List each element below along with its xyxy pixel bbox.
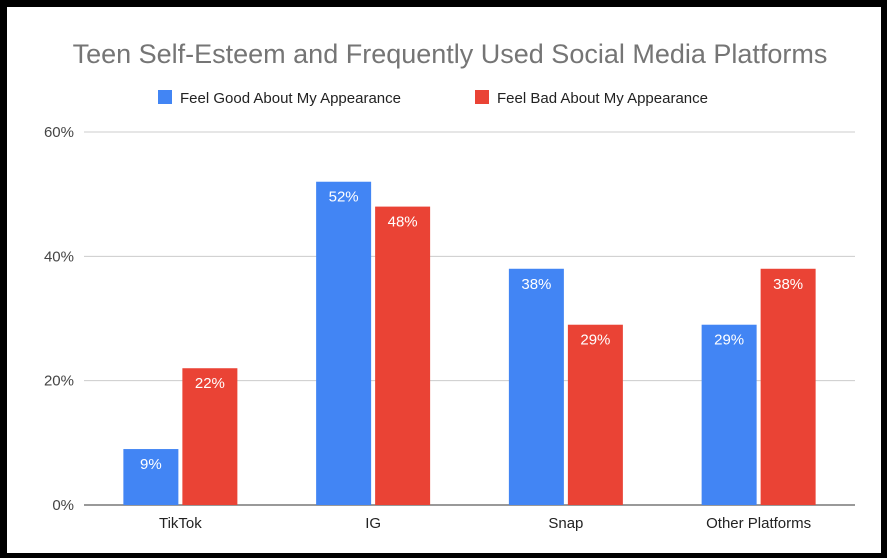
y-axis-ticks: 0% 20% 40% 60% [44, 124, 74, 514]
x-tick-label: TikTok [159, 515, 202, 532]
y-tick-label: 20% [44, 373, 74, 390]
bar-ig-series-1 [375, 206, 431, 505]
x-tick-label: Snap [548, 515, 583, 532]
legend-swatch-feel-bad [475, 90, 489, 104]
x-axis-ticks: TikTok IG Snap Other Platforms [159, 515, 811, 532]
bar-data-label: 38% [773, 276, 803, 293]
chart-legend: Feel Good About My Appearance Feel Bad A… [158, 90, 708, 107]
bar-data-label: 9% [140, 456, 162, 473]
bar-tiktok-series-1 [182, 368, 238, 505]
bar-data-label: 22% [195, 375, 225, 392]
chart-bars [123, 181, 816, 505]
bar-other-platforms-series-1 [760, 268, 816, 505]
bar-data-label: 29% [714, 332, 744, 349]
bar-snap-series-0 [508, 268, 564, 505]
legend-label-feel-good: Feel Good About My Appearance [180, 90, 401, 107]
bar-data-label: 48% [388, 214, 418, 231]
bar-data-label: 38% [521, 276, 551, 293]
chart-frame: Teen Self-Esteem and Frequently Used Soc… [7, 7, 881, 553]
bar-chart: Teen Self-Esteem and Frequently Used Soc… [44, 39, 855, 532]
bar-other-platforms-series-0 [701, 324, 757, 505]
legend-swatch-feel-good [158, 90, 172, 104]
legend-label-feel-bad: Feel Bad About My Appearance [497, 90, 708, 107]
x-tick-label: Other Platforms [706, 515, 811, 532]
y-tick-label: 60% [44, 124, 74, 141]
bar-data-labels: 9% 22% 52% 48% 38% 29% 29% 38% [140, 189, 803, 473]
bar-snap-series-1 [567, 324, 623, 505]
y-tick-label: 40% [44, 248, 74, 265]
bar-ig-series-0 [316, 181, 372, 505]
x-tick-label: IG [365, 515, 381, 532]
bar-tiktok-series-0 [123, 449, 179, 505]
chart-title: Teen Self-Esteem and Frequently Used Soc… [73, 39, 828, 69]
bar-data-label: 52% [329, 189, 359, 206]
y-tick-label: 0% [52, 497, 74, 514]
bar-data-label: 29% [580, 332, 610, 349]
